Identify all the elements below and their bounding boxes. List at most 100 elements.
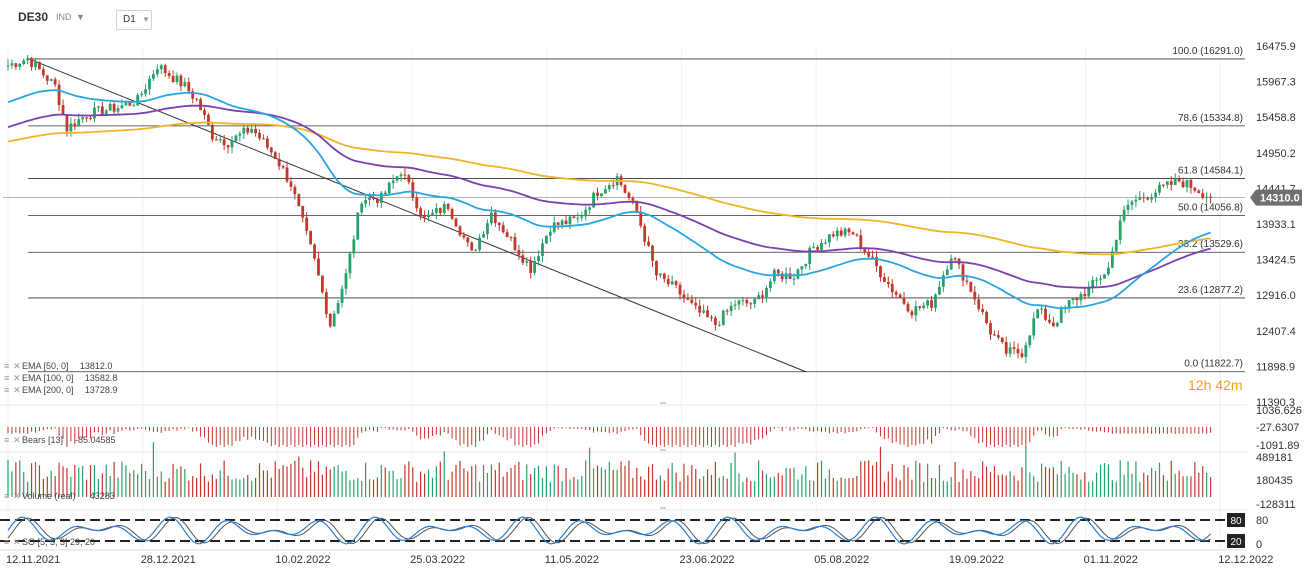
candle-body [89, 117, 92, 119]
stoch-signal-line [7, 516, 1211, 545]
candle-body [977, 299, 981, 310]
time-axis-tick: 23.06.2022 [680, 554, 735, 566]
candle-body [340, 288, 344, 304]
candle-body [112, 103, 116, 112]
candle-body [293, 186, 297, 195]
candle-body [489, 212, 493, 224]
candle-body [666, 278, 670, 285]
candle-body [262, 138, 265, 140]
candle-body [1146, 197, 1150, 200]
candle-body [686, 297, 690, 300]
candle-body [965, 280, 969, 282]
candle-body [336, 303, 340, 314]
candle-body [529, 261, 533, 273]
candle-body [1122, 209, 1126, 221]
countdown-minutes: 42 [1215, 377, 1231, 393]
candle-body [38, 62, 41, 70]
candle-body [93, 107, 96, 119]
price-axis-tick: 14950.2 [1256, 148, 1296, 160]
candle-body [403, 174, 407, 176]
candle-body [1110, 251, 1114, 268]
candle-body [584, 209, 588, 217]
price-axis-tick: 13424.5 [1256, 255, 1296, 267]
candle-body [305, 217, 309, 231]
candle-body [765, 287, 768, 298]
ema-50-line [7, 89, 1211, 309]
close-icon: ✕ [13, 491, 21, 501]
candle-body [678, 284, 682, 295]
close-icon: ✕ [13, 537, 21, 547]
candle-body [450, 209, 454, 219]
candle-body [839, 230, 843, 236]
time-axis-tick: 28.12.2021 [141, 554, 196, 566]
candle-body [10, 63, 14, 66]
candle-body [1055, 322, 1059, 327]
candle-body [533, 260, 537, 273]
candle-body [647, 241, 650, 246]
timeframe-select[interactable]: D1 ▼ [116, 10, 152, 30]
candle-body [474, 249, 478, 251]
candle-body [69, 123, 73, 132]
candle-body [321, 275, 324, 293]
candle-body [847, 228, 851, 233]
candle-body [116, 108, 120, 112]
candle-body [352, 239, 356, 254]
candle-body [1071, 298, 1075, 301]
menu-icon: ≡ [4, 491, 9, 501]
candle-body [796, 269, 800, 279]
candle-body [246, 127, 250, 133]
candle-body [517, 249, 521, 256]
candle-body [824, 242, 827, 244]
candle-body [812, 247, 816, 249]
bears-axis-tick: 1036.626 [1256, 405, 1302, 417]
candle-body [945, 269, 949, 276]
ema-indicator-value: 13582.8 [85, 373, 118, 383]
candle-body [108, 103, 112, 111]
candle-body [1173, 178, 1177, 185]
candle-body [851, 232, 855, 235]
candle-body [281, 166, 285, 168]
candle-body [1059, 309, 1063, 323]
candle-body [926, 300, 930, 306]
candle-body [415, 197, 419, 209]
volume-indicator-label: Volume (real) [22, 491, 76, 501]
candle-body [714, 317, 717, 325]
candle-body [564, 220, 568, 225]
candle-body [383, 192, 387, 194]
candle-body [462, 235, 466, 238]
candle-body [1209, 196, 1212, 198]
candle-body [431, 212, 434, 215]
ema-lines [7, 89, 1211, 309]
candle-body [356, 212, 360, 240]
candle-body [152, 74, 155, 79]
candle-body [753, 299, 757, 304]
candle-body [1024, 345, 1028, 357]
candle-body [45, 75, 49, 81]
candle-body [776, 269, 780, 274]
fib-level-label: 100.0 (16291.0) [1172, 46, 1243, 57]
candle-body [187, 82, 191, 92]
candle-body [395, 176, 399, 181]
candle-body [741, 300, 745, 302]
candle-body [1205, 196, 1209, 198]
candle-body [265, 138, 269, 148]
candle-body [820, 242, 823, 250]
candle-body [623, 184, 627, 193]
candle-body [1181, 181, 1185, 188]
fibonacci-retracement[interactable]: 100.0 (16291.0) 78.6 (15334.8) 61.8 (14584… [3, 46, 1245, 373]
candle-body [568, 216, 572, 225]
bears-axis-tick: -1091.89 [1256, 440, 1299, 452]
candle-body [556, 222, 560, 225]
price-axis[interactable]: 16475.915967.315458.814950.214441.713933… [1256, 41, 1296, 409]
candle-body [941, 275, 945, 287]
candle-body [324, 292, 328, 314]
candle-body [757, 295, 761, 300]
time-axis[interactable]: 12.11.2021 28.12.2021 10.02.2022 25.03.2022… [0, 549, 1273, 566]
candle-body [482, 234, 485, 238]
candle-body [690, 299, 694, 303]
candle-body [784, 273, 788, 280]
symbol-dropdown-icon[interactable]: ▼ [76, 12, 85, 22]
candle-body [635, 200, 639, 213]
symbol-name[interactable]: DE30 [18, 10, 49, 24]
